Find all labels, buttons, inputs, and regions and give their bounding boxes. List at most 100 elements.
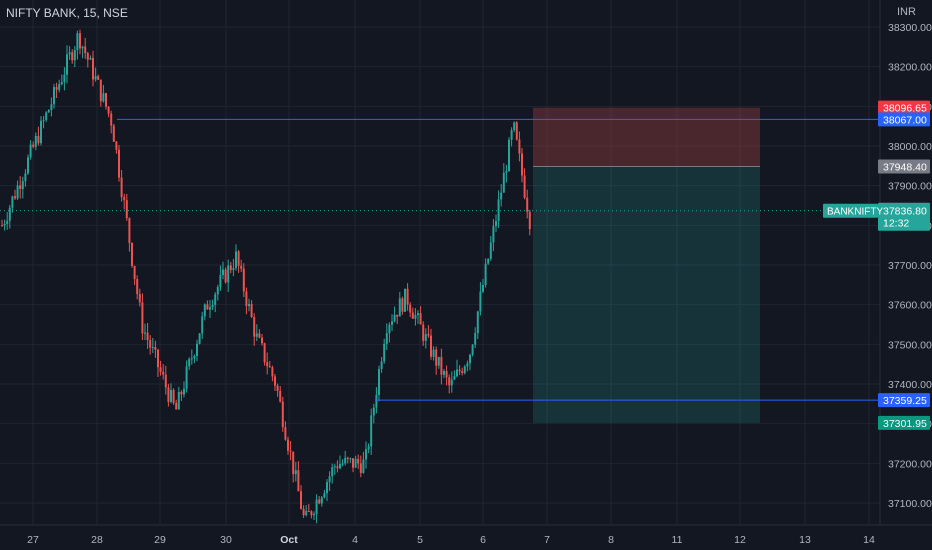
candle-body xyxy=(393,314,396,322)
candle-body xyxy=(448,377,451,386)
y-tick-label: 37200.00 xyxy=(888,458,932,470)
candle-body xyxy=(510,130,513,140)
candle-body xyxy=(29,144,32,158)
candle-body xyxy=(385,333,388,344)
x-tick-label: 5 xyxy=(417,534,423,546)
candle-body xyxy=(125,200,128,219)
candle-body xyxy=(310,511,313,516)
candle-body xyxy=(315,499,318,514)
take-profit-price-tag-text: 37301.95 xyxy=(883,418,927,430)
candle-body xyxy=(461,371,464,373)
candle-body xyxy=(133,265,136,280)
candle-body xyxy=(443,371,445,375)
candle-body xyxy=(219,275,222,288)
candle-body xyxy=(16,185,19,199)
candle-body xyxy=(484,263,487,286)
candle-body xyxy=(172,389,175,403)
entry-price-tag-text: 37948.40 xyxy=(883,161,927,173)
candle-body xyxy=(170,389,172,402)
candle-body xyxy=(185,366,188,389)
candle-body xyxy=(456,369,458,377)
grid xyxy=(0,0,880,525)
level-price-tag-lower[interactable] xyxy=(878,393,930,408)
candle-body xyxy=(331,467,334,477)
y-tick-label: 38000.00 xyxy=(888,141,932,153)
y-tick-label: 37500.00 xyxy=(888,339,932,351)
candle-body xyxy=(380,361,383,370)
candle-body xyxy=(149,340,152,348)
candle-body xyxy=(110,113,113,126)
level-price-tag-upper[interactable] xyxy=(878,112,930,127)
candle-body xyxy=(430,335,432,357)
candle-body xyxy=(248,304,250,306)
last-price-tag[interactable] xyxy=(878,202,930,231)
candle-body xyxy=(209,307,211,310)
candle-body xyxy=(469,354,471,364)
candle-body xyxy=(284,427,287,440)
candle-body xyxy=(404,288,406,312)
symbol-title[interactable]: NIFTY BANK, 15, NSE xyxy=(6,6,128,20)
candle-body xyxy=(372,407,375,416)
candle-body xyxy=(508,139,510,172)
candle-body xyxy=(352,458,354,468)
y-tick-label: 38300.00 xyxy=(888,22,932,34)
candle-body xyxy=(131,242,133,266)
candle-body xyxy=(92,57,94,80)
candle-body xyxy=(502,172,505,193)
candle-body xyxy=(440,356,443,375)
candle-body xyxy=(159,367,162,372)
candle-body xyxy=(302,508,305,516)
candle-body xyxy=(391,321,393,325)
level-price-tag-lower-text: 37359.25 xyxy=(883,395,927,407)
candle-body xyxy=(357,458,360,464)
candle-body xyxy=(294,470,297,475)
x-tick-label: 30 xyxy=(220,534,232,546)
symbol-price-label[interactable] xyxy=(823,203,878,218)
candle-body xyxy=(162,371,165,375)
entry-price-tag[interactable] xyxy=(878,159,930,174)
candle-body xyxy=(300,491,302,509)
candle-body xyxy=(261,337,263,344)
candle-body xyxy=(326,482,328,494)
x-tick-label: 28 xyxy=(91,534,103,546)
candle-body xyxy=(232,268,235,271)
candle-body xyxy=(411,312,414,319)
stop-loss-zone[interactable] xyxy=(533,107,760,167)
candle-body xyxy=(505,171,508,173)
candle-body xyxy=(526,197,529,212)
candle-body xyxy=(8,207,11,221)
candle-body xyxy=(287,439,289,451)
y-axis[interactable]: 38300.0038200.0038100.0038000.0037900.00… xyxy=(888,22,932,510)
candle-body xyxy=(367,446,370,450)
y-tick-label: 37100.00 xyxy=(888,498,932,510)
candle-body xyxy=(489,242,492,259)
candle-body xyxy=(276,385,279,391)
candle-body xyxy=(102,93,105,102)
candle-body xyxy=(97,76,100,80)
candle-body xyxy=(58,84,61,90)
y-tick-label: 37900.00 xyxy=(888,181,932,193)
candle-body xyxy=(227,265,230,283)
candle-body xyxy=(336,466,339,469)
candle-body xyxy=(398,298,401,317)
candle-body xyxy=(500,192,503,200)
candle-body xyxy=(1,225,3,227)
candle-body xyxy=(378,369,380,395)
candle-body xyxy=(245,291,248,306)
candle-body xyxy=(313,513,315,516)
candle-body xyxy=(81,46,84,49)
candle-body xyxy=(237,251,240,266)
take-profit-zone[interactable] xyxy=(533,166,760,423)
candle-body xyxy=(401,298,404,312)
candle-body xyxy=(328,476,331,483)
x-tick-label: 13 xyxy=(799,534,811,546)
take-profit-price-tag[interactable] xyxy=(878,415,930,430)
candle-body xyxy=(14,196,16,199)
stop-loss-price-tag[interactable] xyxy=(878,100,930,115)
candle-body xyxy=(120,177,123,198)
candle-body xyxy=(521,153,523,176)
candle-body xyxy=(115,141,118,150)
candle-body xyxy=(388,324,391,334)
